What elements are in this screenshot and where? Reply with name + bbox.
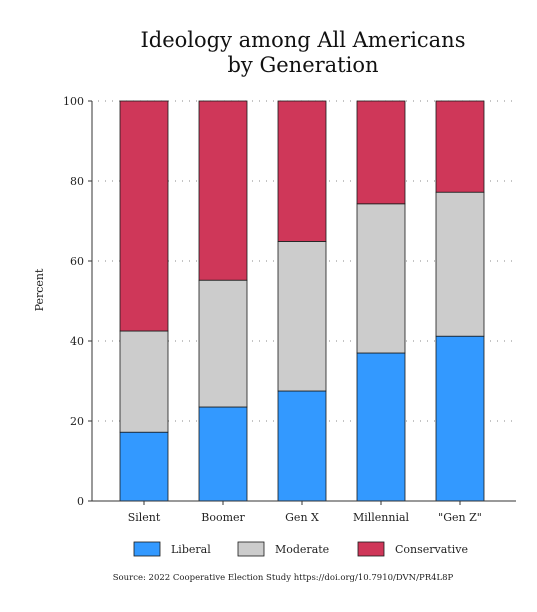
bar-segment-conservative <box>435 100 485 193</box>
bar-segment-moderate <box>277 240 327 392</box>
y-axis: 0 20 40 60 80 100 <box>63 95 93 508</box>
y-tick-label: 60 <box>70 255 84 268</box>
chart-title-line-1: Ideology among All Americans <box>141 28 466 52</box>
bar-segment-moderate <box>198 279 248 408</box>
bar-segment-moderate <box>356 203 406 354</box>
legend-label-liberal: Liberal <box>171 543 211 556</box>
x-tick-label: "Gen Z" <box>438 511 482 524</box>
bar-segment-liberal <box>277 390 327 502</box>
x-tick-label: Silent <box>128 511 161 524</box>
legend-swatch-conservative <box>357 541 385 557</box>
y-tick-label: 0 <box>77 495 84 508</box>
legend-label-moderate: Moderate <box>275 543 329 556</box>
bar-segment-liberal <box>356 352 406 502</box>
bar-segment-conservative <box>356 100 406 205</box>
bar-segment-conservative <box>277 100 327 242</box>
bar-segment-moderate <box>119 330 169 433</box>
chart-title-line-2: by Generation <box>227 53 378 77</box>
bars <box>119 100 485 502</box>
legend-swatch-moderate <box>237 541 265 557</box>
bar-segment-liberal <box>435 335 485 502</box>
y-axis-label: Percent <box>33 268 46 311</box>
x-axis: Silent Boomer Gen X Millennial "Gen Z" <box>92 500 516 524</box>
source-note: Source: 2022 Cooperative Election Study … <box>113 573 454 583</box>
x-tick-label: Gen X <box>285 511 319 524</box>
legend: Liberal Moderate Conservative <box>133 541 468 557</box>
bar-segment-moderate <box>435 191 485 337</box>
bar-segment-conservative <box>198 100 248 281</box>
x-tick-label: Millennial <box>353 511 410 524</box>
bar-segment-liberal <box>119 431 169 502</box>
x-tick-label: Boomer <box>201 511 245 524</box>
bar-segment-liberal <box>198 406 248 502</box>
y-tick-label: 20 <box>70 415 84 428</box>
y-tick-label: 80 <box>70 175 84 188</box>
bar-segment-conservative <box>119 100 169 332</box>
legend-label-conservative: Conservative <box>395 543 468 556</box>
y-tick-label: 100 <box>63 95 84 108</box>
y-tick-label: 40 <box>70 335 84 348</box>
legend-swatch-liberal <box>133 541 161 557</box>
